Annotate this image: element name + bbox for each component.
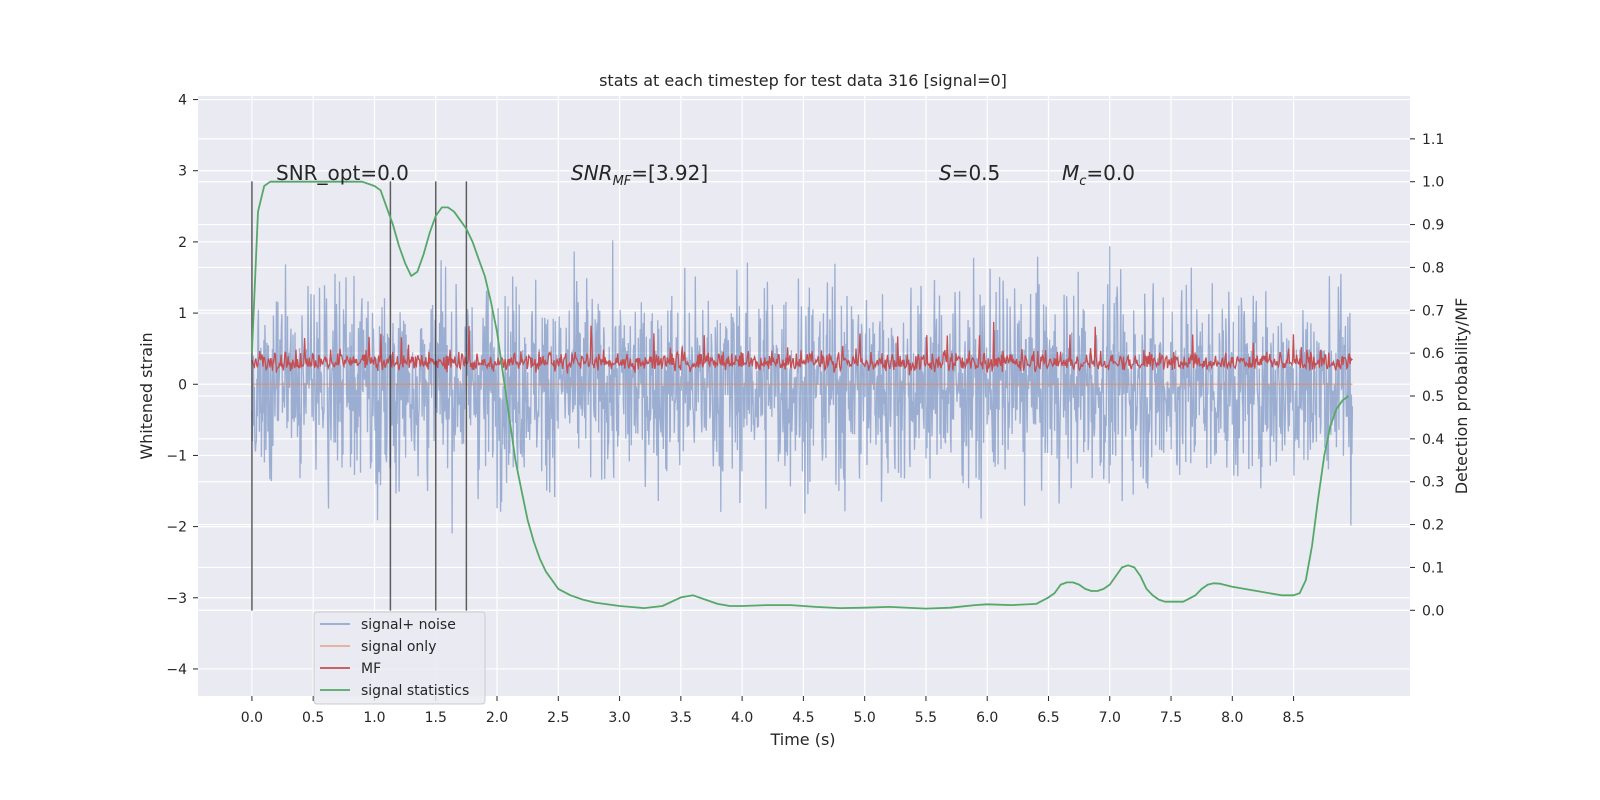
- y2-tick-label: 1.0: [1422, 175, 1444, 191]
- x-tick-label: 5.5: [915, 710, 937, 726]
- y2-tick-label: 0.2: [1422, 518, 1444, 534]
- annotation-snr-mf: SNRMF=[3.92]: [571, 161, 708, 189]
- legend-label-signal-statistics: signal statistics: [361, 683, 469, 699]
- signal-statistics-line: [251, 180, 1350, 610]
- x-tick-label: 7.5: [1160, 710, 1182, 726]
- x-tick-label: 6.5: [1037, 710, 1059, 726]
- annotation-s-base: S: [939, 161, 952, 185]
- y2-tick-label: 0.3: [1422, 475, 1444, 491]
- y-tick-label: 1: [178, 306, 187, 322]
- y-tick-label: 4: [178, 93, 187, 109]
- annotation-mc: Mc=0.0: [1062, 161, 1135, 189]
- y2-tick-label: 0.7: [1422, 303, 1444, 319]
- y2-tick-label: 0.6: [1422, 346, 1444, 362]
- annotation-mc-value: =0.0: [1086, 161, 1135, 185]
- y2-tick-label: 0.4: [1422, 432, 1444, 448]
- y2-tick-label: 0.5: [1422, 389, 1444, 405]
- x-ticks: 0.0 0.5 1.0 1.5 2.0 2.5 3.0 3.5 4.0 4.5 5.0 5.5 6.0 6…: [241, 696, 1305, 726]
- y-ticks: 4 3 2 1 0 −1 −2 −3 −4: [166, 93, 198, 678]
- y2-axis-label: Detection probability/MF: [1452, 298, 1471, 495]
- x-tick-label: 2.0: [486, 710, 508, 726]
- y-tick-label: 3: [178, 164, 187, 180]
- legend-label-signal-plus-noise: signal+ noise: [361, 617, 456, 633]
- annotation-s-value: =0.5: [952, 161, 1001, 185]
- y-axis-label: Whitened strain: [137, 332, 156, 459]
- x-tick-label: 6.0: [976, 710, 998, 726]
- legend: signal+ noise signal only MF signal stat…: [313, 611, 486, 705]
- x-tick-label: 1.0: [363, 710, 385, 726]
- y2-tick-label: 1.1: [1422, 132, 1444, 148]
- annotation-snr-mf-sub: MF: [613, 174, 632, 189]
- annotation-snr-opt: SNR_opt=0.0: [276, 161, 409, 185]
- series-signal-statistics: [251, 180, 1350, 610]
- x-tick-label: 4.0: [731, 710, 753, 726]
- y-tick-label: −4: [166, 662, 187, 678]
- y2-tick-label: 0.9: [1422, 218, 1444, 234]
- y-tick-label: −2: [166, 520, 187, 536]
- y2-tick-label: 0.1: [1422, 560, 1444, 576]
- x-tick-label: 3.0: [608, 710, 630, 726]
- y2-tick-label: 0.0: [1422, 603, 1444, 619]
- legend-label-signal-only: signal only: [361, 639, 436, 655]
- x-tick-label: 3.5: [670, 710, 692, 726]
- x-tick-label: 0.0: [241, 710, 263, 726]
- y-tick-label: 2: [178, 235, 187, 251]
- x-tick-label: 4.5: [792, 710, 814, 726]
- x-tick-label: 8.0: [1221, 710, 1243, 726]
- annotations: SNR_opt=0.0 SNRMF=[3.92] S=0.5 Mc=0.0: [276, 161, 1135, 189]
- y-tick-label: −3: [166, 591, 187, 607]
- y2-ticks: 1.1 1.0 0.9 0.8 0.7 0.6 0.5 0.4 0.3 0.2 0.1 0.0: [1410, 132, 1444, 619]
- legend-box: [313, 611, 486, 705]
- y2-tick-label: 0.8: [1422, 260, 1444, 276]
- x-axis-label: Time (s): [769, 730, 835, 749]
- y-tick-label: 0: [178, 377, 187, 393]
- x-tick-label: 5.0: [854, 710, 876, 726]
- annotation-s: S=0.5: [939, 161, 1000, 185]
- annotation-snr-mf-base: SNR: [571, 161, 613, 185]
- x-tick-label: 8.5: [1282, 710, 1304, 726]
- annotation-mc-sub: c: [1079, 174, 1086, 189]
- x-tick-label: 2.5: [547, 710, 569, 726]
- annotation-snr-mf-value: =[3.92]: [631, 161, 708, 185]
- annotation-mc-base: M: [1062, 161, 1079, 185]
- event-lines: [251, 181, 468, 611]
- chart-title: stats at each timestep for test data 316…: [599, 71, 1007, 90]
- legend-label-mf: MF: [361, 661, 381, 677]
- x-tick-label: 1.5: [425, 710, 447, 726]
- x-tick-label: 0.5: [302, 710, 324, 726]
- x-tick-label: 7.0: [1099, 710, 1121, 726]
- y-tick-label: −1: [166, 448, 187, 464]
